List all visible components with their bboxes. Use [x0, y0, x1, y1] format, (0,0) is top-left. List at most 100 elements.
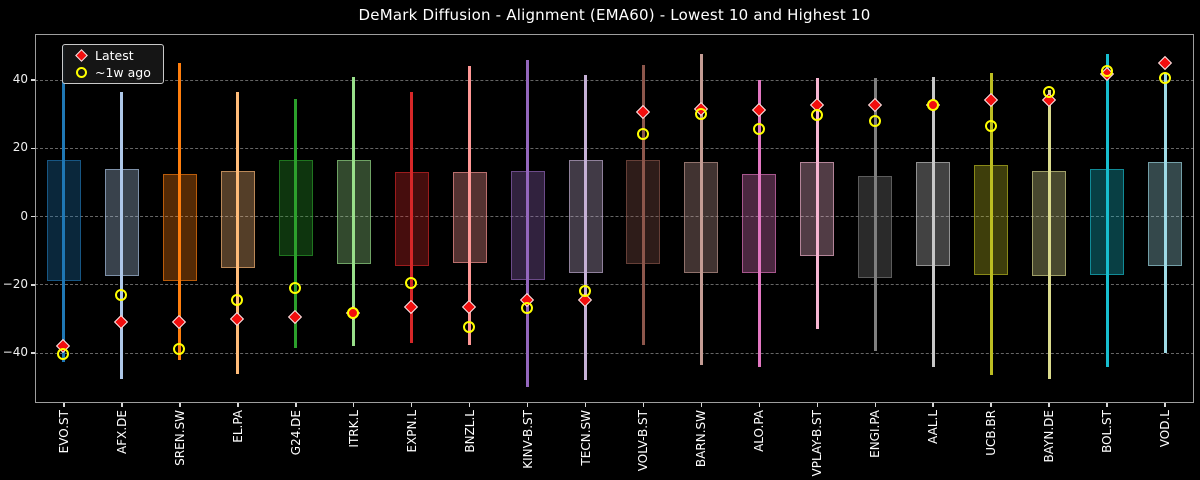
x-tick-mark: [1106, 403, 1108, 407]
whisker: [815, 78, 819, 330]
x-tick-mark: [526, 403, 529, 407]
gridline: [35, 216, 1194, 218]
week-ago-circle-marker: [1042, 85, 1055, 98]
x-tick-label: VOLV-B.ST: [636, 410, 651, 472]
x-tick-label: ITRK.L: [346, 410, 361, 448]
week-ago-circle-marker: [1158, 71, 1171, 84]
y-tick-mark: [31, 215, 35, 218]
x-tick-label: VOD.L: [1158, 410, 1173, 448]
y-tick-label: 20: [12, 140, 28, 155]
whisker: [410, 92, 414, 343]
x-tick-mark: [1164, 403, 1166, 407]
gridline: [35, 147, 1194, 149]
legend-item-latest: Latest: [71, 48, 151, 63]
x-tick-mark: [874, 403, 877, 407]
x-tick-label: G24.DE: [288, 410, 303, 456]
x-tick-mark: [1048, 403, 1050, 407]
x-tick-mark: [237, 403, 239, 407]
x-tick-mark: [642, 403, 645, 407]
week-ago-circle-marker: [868, 114, 881, 127]
whisker: [757, 80, 761, 367]
whisker: [62, 45, 66, 362]
gridline: [35, 284, 1194, 286]
plot-border: [35, 34, 1194, 403]
x-tick-label: EXPN.L: [404, 410, 419, 453]
legend-marker-cell: [71, 67, 91, 78]
gridline: [35, 352, 1194, 354]
whisker: [1163, 73, 1167, 354]
week-ago-circle-marker: [636, 128, 649, 141]
x-tick-mark: [468, 403, 471, 407]
legend-label-latest: Latest: [95, 48, 134, 63]
legend-marker-cell: [71, 49, 91, 62]
x-tick-label: BOL.ST: [1100, 410, 1115, 453]
x-tick-label: EL.PA: [230, 410, 245, 443]
whisker: [873, 78, 877, 352]
week-ago-circle-marker: [289, 281, 302, 294]
whisker: [526, 59, 530, 388]
week-ago-circle-marker: [231, 293, 244, 306]
y-tick-label: 0: [20, 208, 28, 223]
whisker: [236, 92, 240, 374]
week-ago-circle-marker: [521, 302, 534, 315]
whisker: [1105, 54, 1109, 367]
whisker: [120, 92, 124, 379]
gridline: [35, 79, 1194, 81]
week-ago-circle-marker: [57, 348, 70, 361]
x-tick-mark: [63, 403, 65, 407]
x-tick-label: UCB.BR: [984, 410, 999, 456]
whisker: [699, 54, 703, 366]
whisker: [641, 64, 645, 345]
x-tick-mark: [410, 403, 413, 407]
x-tick-mark: [352, 403, 355, 407]
whisker: [931, 76, 935, 367]
chart-title: DeMark Diffusion - Alignment (EMA60) - L…: [358, 6, 871, 24]
week-ago-circle-marker: [579, 285, 592, 298]
x-tick-mark: [179, 403, 181, 407]
y-tick-label: 40: [12, 72, 28, 87]
y-tick-mark: [31, 147, 35, 150]
whisker: [294, 98, 298, 349]
x-tick-label: BNZL.L: [462, 410, 477, 453]
x-tick-label: BARN.SW: [694, 410, 709, 468]
week-ago-circle-marker: [694, 107, 707, 120]
x-tick-mark: [816, 403, 819, 407]
y-tick-label: −40: [2, 345, 28, 360]
x-tick-mark: [758, 403, 761, 407]
x-tick-label: EVO.ST: [56, 410, 71, 454]
week-ago-circle-marker: [115, 288, 128, 301]
week-ago-circle-marker: [984, 119, 997, 132]
x-tick-mark: [932, 403, 934, 407]
y-tick-mark: [31, 79, 35, 81]
whisker: [1047, 90, 1051, 379]
x-tick-mark: [295, 403, 297, 407]
whisker: [352, 76, 356, 347]
x-tick-label: ENGI.PA: [868, 410, 883, 458]
y-tick-mark: [31, 352, 35, 354]
whisker: [584, 74, 588, 381]
x-tick-mark: [584, 403, 587, 407]
x-tick-label: TECN.SW: [578, 410, 593, 466]
week-ago-circle-marker: [173, 343, 186, 356]
week-ago-circle-icon: [75, 67, 87, 78]
whisker: [178, 63, 182, 360]
week-ago-circle-marker: [1100, 65, 1113, 78]
latest-diamond-icon: [74, 49, 88, 62]
x-tick-label: AAL.L: [926, 410, 941, 444]
legend-label-week-ago: ~1w ago: [95, 65, 151, 80]
week-ago-circle-marker: [752, 123, 765, 136]
x-tick-label: BAYN.DE: [1042, 410, 1057, 463]
x-tick-label: KINV-B.ST: [520, 410, 535, 469]
x-tick-label: AFX.DE: [114, 410, 129, 454]
week-ago-circle-marker: [347, 307, 360, 320]
y-tick-label: −20: [2, 276, 28, 291]
week-ago-circle-marker: [810, 109, 823, 122]
whisker: [468, 66, 472, 345]
legend-item-week-ago: ~1w ago: [71, 65, 151, 80]
week-ago-circle-marker: [463, 321, 476, 334]
x-tick-label: VPLAY-B.ST: [810, 410, 825, 477]
x-tick-mark: [990, 403, 992, 407]
x-tick-mark: [700, 403, 703, 407]
